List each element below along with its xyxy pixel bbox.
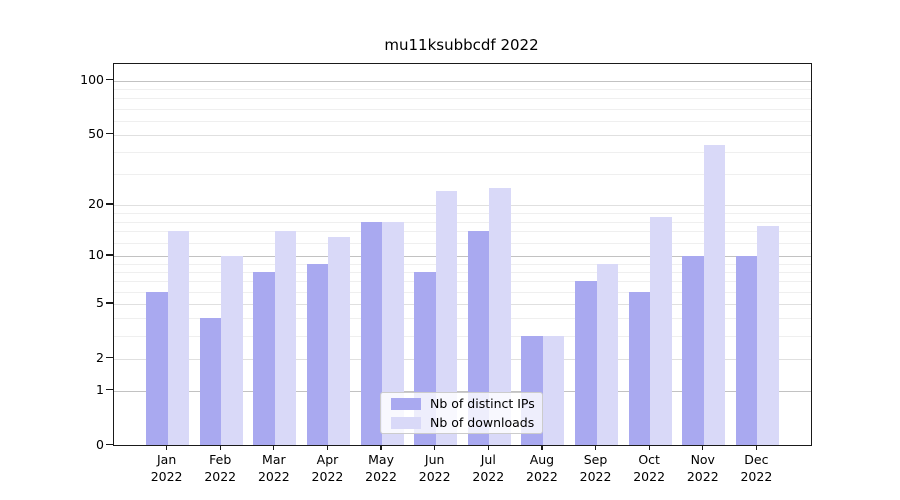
x-tick-label-may: May 2022 <box>365 452 397 484</box>
bar-nb-of-distinct-ips-may <box>360 221 383 445</box>
x-tick-mark-oct <box>648 445 650 451</box>
chart-title: mu11ksubbcdf 2022 <box>384 36 539 54</box>
y-tick-mark-50 <box>106 133 113 135</box>
bar-nb-of-distinct-ips-oct <box>628 291 651 445</box>
gridline-minor-18 <box>114 212 811 214</box>
x-tick-mark-feb <box>219 445 221 451</box>
x-tick-label-jan: Jan 2022 <box>150 452 183 484</box>
x-tick-mark-mar <box>273 445 275 451</box>
bar-nb-of-downloads-may <box>382 221 404 445</box>
bar-nb-of-downloads-jan <box>167 231 190 445</box>
x-tick-mark-sep <box>594 445 597 451</box>
bar-nb-of-downloads-oct <box>650 217 672 445</box>
x-tick-label-dec: Dec 2022 <box>740 452 773 484</box>
y-tick-label-20: 20 <box>88 195 104 211</box>
bar-nb-of-downloads-mar <box>274 231 297 445</box>
x-tick-mark-jan <box>166 445 168 451</box>
gridline-minor-80 <box>114 98 811 100</box>
x-tick-label-sep: Sep 2022 <box>579 452 612 484</box>
x-tick-label-nov: Nov 2022 <box>686 452 719 484</box>
gridline-minor-16 <box>114 221 811 223</box>
gridline-minor-4 <box>114 318 811 320</box>
bar-nb-of-downloads-jun <box>435 191 458 445</box>
x-tick-label-feb: Feb 2022 <box>204 452 237 484</box>
legend-item-distinct-ips: Nb of distinct IPs <box>381 395 542 412</box>
gridline-minor-9 <box>114 263 811 265</box>
y-tick-mark-0 <box>106 444 113 446</box>
bar-nb-of-distinct-ips-jan <box>146 291 168 445</box>
bar-nb-of-distinct-ips-apr <box>307 263 329 445</box>
bar-nb-of-downloads-apr <box>328 236 350 445</box>
x-tick-label-mar: Mar 2022 <box>257 452 290 484</box>
x-tick-mark-apr <box>326 445 329 451</box>
gridline-minor-3 <box>114 335 811 337</box>
x-tick-label-jul: Jul 2022 <box>472 452 505 484</box>
gridline-20 <box>114 204 811 206</box>
y-tick-label-10: 10 <box>88 246 104 262</box>
y-tick-mark-100 <box>106 79 113 81</box>
legend-item-downloads: Nb of downloads <box>381 414 542 431</box>
y-tick-label-100: 100 <box>80 71 104 87</box>
gridline-minor-14 <box>114 231 811 233</box>
legend-swatch-downloads <box>391 416 421 429</box>
gridline-100 <box>114 80 811 82</box>
y-tick-label-5: 5 <box>96 294 104 310</box>
gridline-minor-12 <box>114 242 811 244</box>
gridline-minor-90 <box>114 88 811 90</box>
gridline-minor-7 <box>114 281 811 283</box>
y-tick-mark-2 <box>106 357 113 359</box>
y-tick-label-0: 0 <box>96 436 104 452</box>
y-tick-mark-1 <box>106 389 113 391</box>
bar-nb-of-distinct-ips-jul <box>467 231 490 445</box>
legend-label-downloads: Nb of downloads <box>430 415 535 430</box>
gridline-2 <box>114 358 811 360</box>
gridline-10 <box>114 255 811 257</box>
plot-area: Nb of distinct IPs Nb of downloads <box>113 63 812 446</box>
gridline-5 <box>114 303 811 305</box>
bar-nb-of-distinct-ips-nov <box>682 255 704 445</box>
bar-nb-of-downloads-nov <box>703 144 726 445</box>
gridline-minor-70 <box>114 108 811 110</box>
x-tick-label-apr: Apr 2022 <box>311 452 344 484</box>
y-tick-label-50: 50 <box>88 125 104 141</box>
y-tick-mark-10 <box>106 254 113 256</box>
bar-nb-of-distinct-ips-dec <box>735 255 758 445</box>
gridline-50 <box>114 134 811 136</box>
y-tick-label-1: 1 <box>96 381 104 397</box>
y-tick-mark-5 <box>106 302 113 304</box>
x-tick-mark-jul <box>487 445 489 451</box>
x-tick-mark-may <box>380 445 382 451</box>
bar-nb-of-downloads-jul <box>489 187 511 445</box>
x-tick-mark-dec <box>755 445 757 451</box>
y-tick-mark-20 <box>106 203 113 205</box>
bar-nb-of-distinct-ips-feb <box>199 318 222 445</box>
legend: Nb of distinct IPs Nb of downloads <box>380 392 543 434</box>
bar-nb-of-downloads-aug <box>542 335 565 445</box>
gridline-minor-8 <box>114 271 811 273</box>
x-tick-mark-aug <box>541 445 543 451</box>
bar-nb-of-downloads-feb <box>221 255 243 445</box>
gridline-1 <box>114 390 811 392</box>
bar-nb-of-downloads-sep <box>596 263 618 445</box>
gridline-minor-60 <box>114 120 811 122</box>
x-tick-label-jun: Jun 2022 <box>418 452 451 484</box>
legend-label-distinct-ips: Nb of distinct IPs <box>430 396 535 411</box>
x-tick-mark-nov <box>702 445 704 451</box>
bar-nb-of-distinct-ips-sep <box>575 281 597 445</box>
x-tick-mark-jun <box>434 445 436 451</box>
bar-nb-of-distinct-ips-mar <box>253 271 275 445</box>
x-tick-label-aug: Aug 2022 <box>526 452 558 484</box>
legend-swatch-distinct-ips <box>391 397 421 410</box>
gridline-minor-6 <box>114 291 811 293</box>
gridline-minor-30 <box>114 174 811 176</box>
y-tick-label-2: 2 <box>96 349 104 365</box>
x-tick-label-oct: Oct 2022 <box>633 452 666 484</box>
gridline-minor-40 <box>114 151 811 153</box>
bar-nb-of-downloads-dec <box>757 226 779 445</box>
